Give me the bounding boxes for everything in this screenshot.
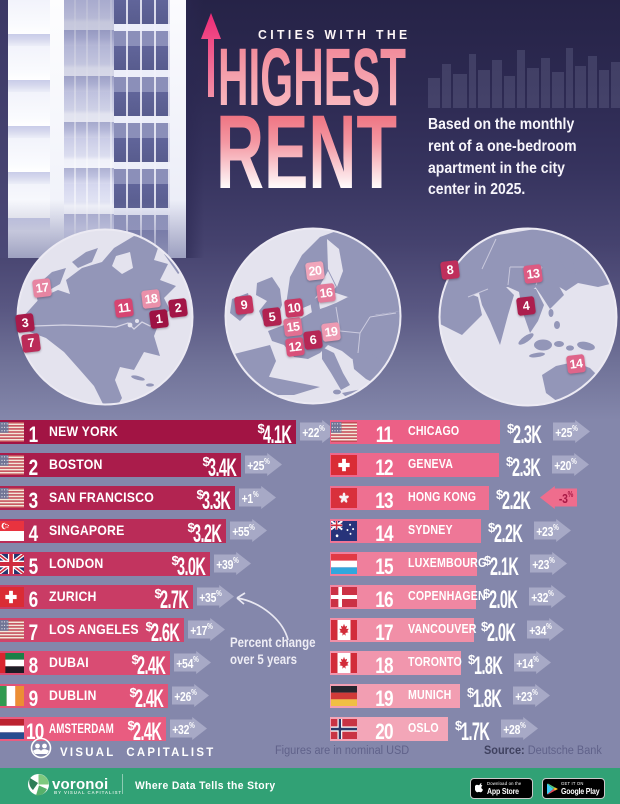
svg-text:RENT: RENT <box>216 93 397 192</box>
svg-text:HIGHEST: HIGHEST <box>218 42 406 123</box>
